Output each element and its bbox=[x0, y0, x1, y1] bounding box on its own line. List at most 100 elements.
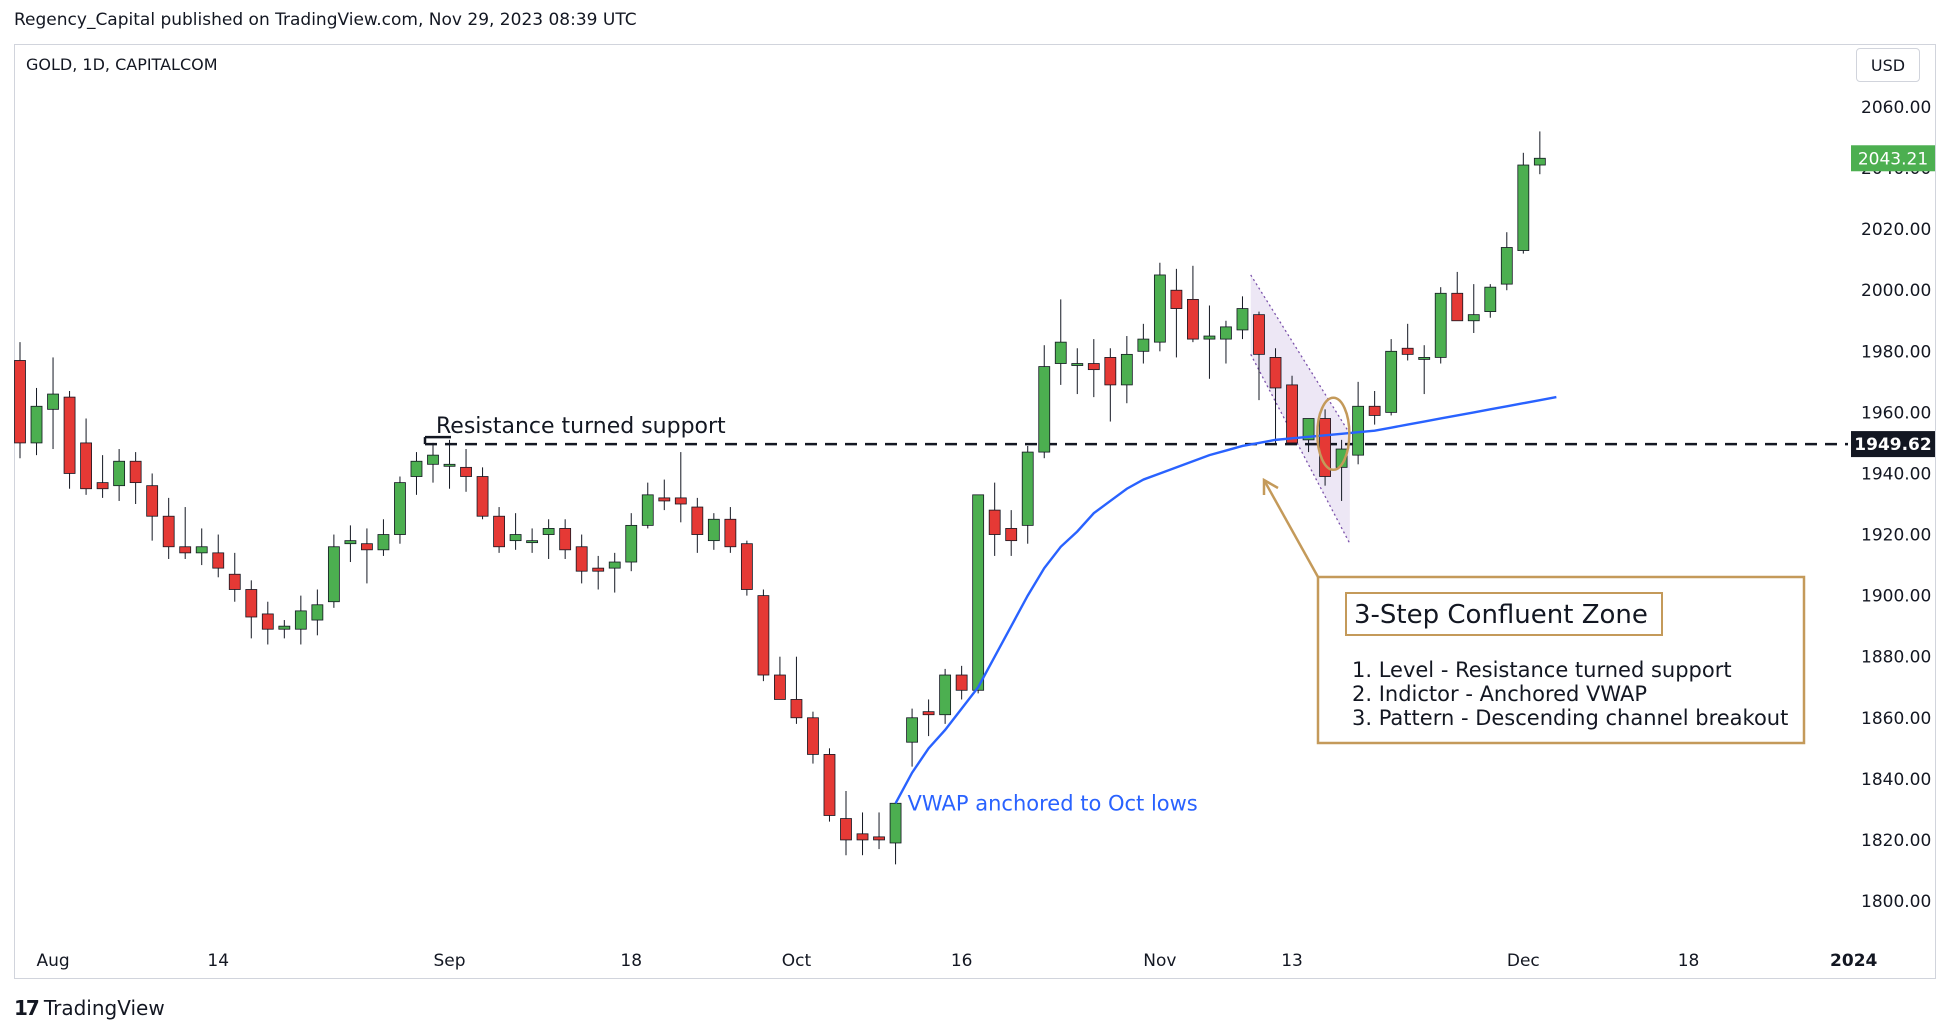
candle-body bbox=[1054, 341, 1067, 364]
candle-body bbox=[559, 528, 572, 551]
candle-body bbox=[294, 610, 307, 630]
candle-body bbox=[1220, 326, 1232, 340]
candle-body bbox=[641, 494, 654, 526]
x-tick-label: Sep bbox=[433, 951, 465, 971]
currency-button[interactable]: USD bbox=[1856, 48, 1920, 82]
candle-body bbox=[394, 482, 406, 535]
candle-body bbox=[1071, 363, 1084, 366]
publish-info: Regency_Capital published on TradingView… bbox=[14, 10, 637, 30]
y-tick-label: 1940.00 bbox=[1861, 464, 1931, 484]
candle-body bbox=[1104, 357, 1117, 386]
y-tick-label: 1980.00 bbox=[1861, 342, 1931, 362]
confluent-zone-item: 2. Indictor - Anchored VWAP bbox=[1352, 682, 1647, 706]
candle-body bbox=[179, 546, 192, 554]
confluent-zone-item: 3. Pattern - Descending channel breakout bbox=[1352, 706, 1788, 730]
confluent-zone-title-box bbox=[1345, 592, 1663, 636]
y-tick-label: 2060.00 bbox=[1861, 98, 1931, 118]
candle-body bbox=[906, 717, 918, 743]
candle-body bbox=[1451, 292, 1464, 322]
candle-body bbox=[1187, 298, 1199, 340]
last-price-badge bbox=[1851, 145, 1935, 172]
candle-body bbox=[63, 396, 76, 474]
x-tick-label: 14 bbox=[207, 951, 229, 971]
candle-body bbox=[129, 460, 142, 484]
candle-body bbox=[476, 476, 489, 517]
candle-body bbox=[1302, 418, 1315, 441]
candle-body bbox=[790, 699, 803, 719]
candle-body bbox=[377, 534, 390, 551]
candle-body bbox=[873, 836, 885, 841]
candle-body bbox=[460, 466, 472, 477]
candle-body bbox=[1418, 357, 1431, 360]
vwap-label: VWAP anchored to Oct lows bbox=[908, 791, 1198, 815]
candle-body bbox=[212, 552, 225, 569]
candle-body bbox=[195, 546, 208, 554]
y-tick-label: 1880.00 bbox=[1861, 648, 1931, 668]
candle-body bbox=[1467, 314, 1480, 322]
x-tick-label: 18 bbox=[1678, 951, 1700, 971]
candle-body bbox=[1137, 338, 1150, 352]
candle-body bbox=[1170, 289, 1183, 309]
x-tick-label: Aug bbox=[36, 951, 69, 971]
candle-body bbox=[47, 393, 59, 410]
candle-body bbox=[691, 506, 704, 535]
x-tick-label: 16 bbox=[951, 951, 973, 971]
vwap-line bbox=[894, 395, 1557, 804]
candle-body bbox=[14, 360, 26, 444]
support-level-badge bbox=[1851, 431, 1935, 458]
y-tick-label: 2000.00 bbox=[1861, 281, 1931, 301]
candle-body bbox=[757, 595, 770, 676]
y-tick-label: 1900.00 bbox=[1861, 587, 1931, 607]
candle-body bbox=[922, 711, 935, 716]
candle-body bbox=[774, 674, 786, 700]
candle-body bbox=[1286, 384, 1298, 444]
tradingview-footer[interactable]: 17 TradingView bbox=[14, 996, 165, 1020]
candle-body bbox=[1484, 286, 1497, 313]
candle-body bbox=[592, 567, 605, 572]
candle-body bbox=[96, 482, 109, 490]
candle-body bbox=[493, 515, 505, 548]
x-tick-label: Nov bbox=[1143, 951, 1176, 971]
descending-channel-fill bbox=[1250, 274, 1350, 544]
x-tick-label: Dec bbox=[1507, 951, 1540, 971]
candle-body bbox=[80, 442, 92, 490]
candle-body bbox=[526, 540, 539, 544]
x-tick-label: 2024 bbox=[1830, 951, 1877, 971]
candle-body bbox=[823, 754, 836, 816]
candle-body bbox=[1253, 314, 1265, 355]
candle-body bbox=[658, 497, 671, 502]
candle-body bbox=[146, 485, 159, 517]
candle-body bbox=[113, 460, 126, 487]
candle-body bbox=[245, 589, 258, 618]
confluent-zone-item: 1. Level - Resistance turned support bbox=[1352, 658, 1732, 682]
candle-body bbox=[427, 454, 439, 465]
candle-body bbox=[955, 674, 968, 691]
candle-body bbox=[1517, 164, 1530, 251]
channel-lower-line bbox=[1250, 354, 1351, 545]
candle-body bbox=[30, 405, 43, 444]
candle-body bbox=[509, 534, 522, 542]
chart-frame bbox=[14, 44, 1936, 979]
candle-body bbox=[278, 625, 291, 630]
candle-body bbox=[327, 546, 340, 603]
candle-body bbox=[1434, 292, 1447, 358]
y-tick-label: 1860.00 bbox=[1861, 709, 1931, 729]
y-tick-label: 1920.00 bbox=[1861, 526, 1931, 546]
candle-body bbox=[856, 833, 869, 841]
tradingview-logo-icon: 17 bbox=[14, 996, 40, 1020]
y-tick-label: 1840.00 bbox=[1861, 770, 1931, 790]
candle-body bbox=[840, 818, 852, 841]
candle-body bbox=[674, 497, 687, 505]
candle-body bbox=[1236, 308, 1249, 331]
breakout-highlight-ellipse bbox=[1316, 396, 1351, 472]
channel-upper-line bbox=[1250, 274, 1351, 435]
y-tick-label: 1960.00 bbox=[1861, 403, 1931, 423]
x-tick-label: Oct bbox=[782, 951, 812, 971]
support-level-label: Resistance turned support bbox=[436, 414, 726, 439]
candle-body bbox=[228, 573, 241, 590]
candle-body bbox=[939, 674, 952, 716]
zone-arrow-head bbox=[1262, 477, 1279, 495]
candle-body bbox=[1120, 353, 1133, 386]
x-tick-label: 13 bbox=[1281, 951, 1303, 971]
